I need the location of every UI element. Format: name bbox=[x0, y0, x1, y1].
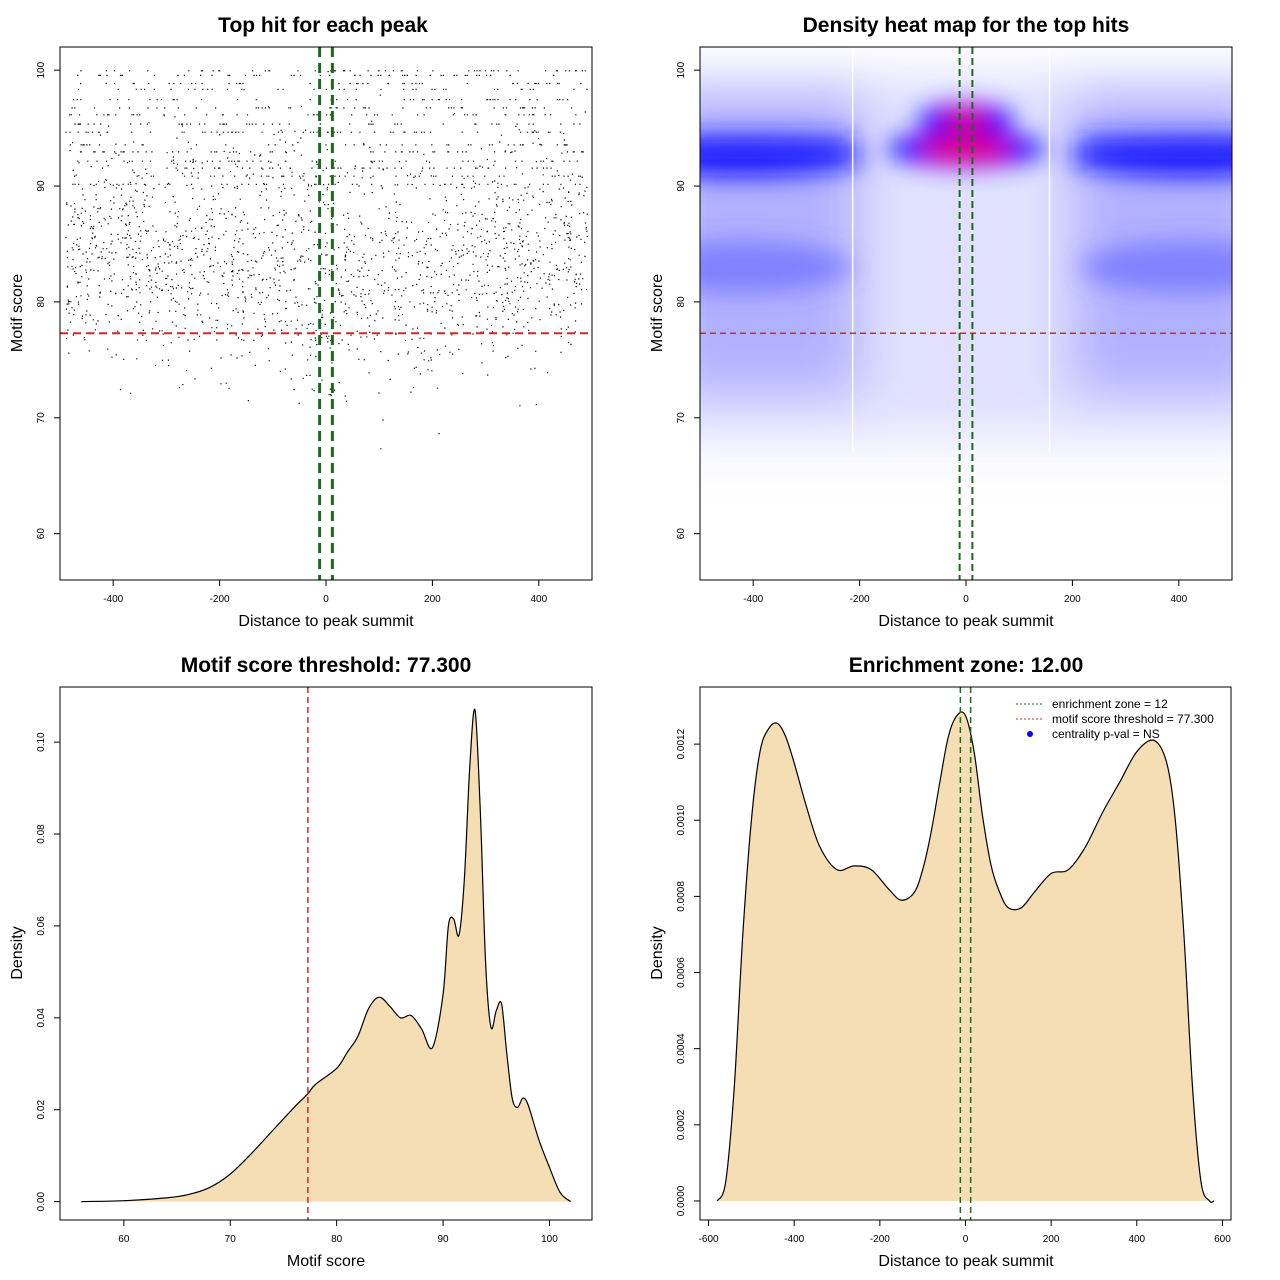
x-tick-label: -400 bbox=[743, 594, 763, 605]
score-density-y-axis: 0.00 0.02 0.04 0.06 0.08 0.10 bbox=[36, 732, 60, 1211]
y-tick-label: 60 bbox=[36, 528, 47, 540]
x-tick-label: -200 bbox=[870, 1234, 890, 1245]
scatter-points bbox=[65, 70, 588, 450]
heatmap-hotspot-core bbox=[942, 111, 990, 128]
y-tick-label: 90 bbox=[676, 180, 687, 192]
score-density-plot-frame bbox=[59, 686, 593, 1221]
scatter-y-label: Motif score bbox=[9, 274, 26, 352]
y-tick-label: 0.08 bbox=[36, 824, 47, 844]
density-curve-line bbox=[716, 711, 1215, 1203]
heatmap-band-left-dense bbox=[700, 133, 853, 168]
position-density-title: Enrichment zone: 12.00 bbox=[849, 654, 1084, 677]
position-density-y-axis: 0.0000 0.0002 0.0004 0.0006 0.0008 0.0010 0.00… bbox=[676, 728, 700, 1216]
legend-swatch-centrality bbox=[1027, 731, 1033, 737]
x-tick-label: -600 bbox=[699, 1234, 719, 1245]
score-density-curve bbox=[81, 687, 572, 1220]
density-curve-line bbox=[81, 708, 572, 1203]
y-tick-label: 60 bbox=[676, 528, 687, 540]
position-density-x-axis: -600 -400 -200 0 200 400 600 bbox=[699, 1220, 1231, 1245]
scatter-x-axis: -400 -200 0 200 400 bbox=[103, 580, 548, 605]
scatter-point-cloud bbox=[65, 70, 588, 450]
heatmap-x-axis: -400 -200 0 200 400 bbox=[743, 580, 1188, 605]
y-tick-label: 0.0012 bbox=[676, 728, 687, 759]
heatmap-reference-lines bbox=[700, 47, 1232, 580]
heatmap-hotspot-core bbox=[920, 138, 1012, 159]
score-density-x-axis: 60 70 80 90 100 bbox=[118, 1220, 558, 1245]
heatmap-y-label: Motif score bbox=[649, 274, 666, 352]
y-tick-label: 0.0002 bbox=[676, 1109, 687, 1140]
legend-label-threshold: motif score threshold = 77.300 bbox=[1052, 712, 1214, 726]
x-tick-label: 600 bbox=[1214, 1234, 1231, 1245]
position-density-x-label: Distance to peak summit bbox=[878, 1253, 1054, 1270]
y-tick-label: 0.0010 bbox=[676, 805, 687, 836]
scatter-reference-lines bbox=[60, 47, 592, 580]
position-density-panel: Enrichment zone: 12.00 -600 -400 -200 0 200 4… bbox=[649, 654, 1232, 1270]
y-tick-label: 0.06 bbox=[36, 916, 47, 936]
y-tick-label: 0.0006 bbox=[676, 957, 687, 988]
y-tick-label: 70 bbox=[36, 412, 47, 424]
heatmap-density bbox=[700, 47, 1232, 580]
y-tick-label: 0.04 bbox=[36, 1008, 47, 1028]
y-tick-label: 100 bbox=[36, 61, 47, 78]
heatmap-hotspot-layer bbox=[700, 103, 1232, 294]
x-tick-label: 90 bbox=[437, 1234, 449, 1245]
y-tick-label: 0.02 bbox=[36, 1100, 47, 1120]
scatter-x-label: Distance to peak summit bbox=[238, 613, 414, 630]
x-tick-label: 0 bbox=[323, 594, 329, 605]
heatmap-x-label: Distance to peak summit bbox=[878, 613, 1054, 630]
legend-label-zone: enrichment zone = 12 bbox=[1052, 697, 1168, 711]
position-density-y-label: Density bbox=[649, 926, 666, 979]
heatmap-y-axis: 60 70 80 90 100 bbox=[676, 61, 700, 539]
x-tick-label: 80 bbox=[331, 1234, 343, 1245]
x-tick-label: -400 bbox=[103, 594, 123, 605]
x-tick-label: 400 bbox=[1170, 594, 1187, 605]
scatter-y-axis: 60 70 80 90 100 bbox=[36, 61, 60, 539]
density-area-fill bbox=[717, 711, 1214, 1203]
x-tick-label: 0 bbox=[963, 1234, 969, 1245]
x-tick-label: -400 bbox=[784, 1234, 804, 1245]
x-tick-label: 400 bbox=[530, 594, 547, 605]
scatter-panel: Top hit for each peak -400 -200 0 200 400 60… bbox=[9, 14, 593, 630]
y-tick-label: 0.0000 bbox=[676, 1185, 687, 1216]
heatmap-title: Density heat map for the top hits bbox=[803, 14, 1130, 37]
y-tick-label: 0.0004 bbox=[676, 1033, 687, 1064]
x-tick-label: 200 bbox=[1043, 1234, 1060, 1245]
legend-label-centrality: centrality p-val = NS bbox=[1052, 727, 1160, 741]
scatter-title: Top hit for each peak bbox=[218, 14, 428, 37]
score-density-panel: Motif score threshold: 77.300 60 70 80 90 10… bbox=[9, 654, 593, 1270]
x-tick-label: 60 bbox=[118, 1234, 130, 1245]
y-tick-label: 0.0008 bbox=[676, 881, 687, 912]
y-tick-label: 80 bbox=[36, 296, 47, 308]
position-density-curve bbox=[716, 687, 1215, 1220]
x-tick-label: 400 bbox=[1128, 1234, 1145, 1245]
position-density-legend: enrichment zone = 12 motif score thresho… bbox=[1016, 697, 1214, 741]
x-tick-label: 70 bbox=[225, 1234, 237, 1245]
heatmap-band-top bbox=[700, 86, 1232, 99]
y-tick-label: 80 bbox=[676, 296, 687, 308]
x-tick-label: 100 bbox=[541, 1234, 558, 1245]
density-area-fill bbox=[81, 709, 571, 1202]
y-tick-label: 90 bbox=[36, 180, 47, 192]
x-tick-label: 0 bbox=[963, 594, 969, 605]
score-density-title: Motif score threshold: 77.300 bbox=[181, 654, 472, 677]
y-tick-label: 0.00 bbox=[36, 1191, 47, 1211]
score-density-y-label: Density bbox=[9, 926, 26, 979]
score-density-x-label: Motif score bbox=[287, 1253, 365, 1270]
y-tick-label: 100 bbox=[676, 61, 687, 78]
heatmap-hotspot-low bbox=[1079, 241, 1232, 294]
y-tick-label: 70 bbox=[676, 412, 687, 424]
heatmap-band-right-dense bbox=[1079, 133, 1232, 168]
x-tick-label: -200 bbox=[210, 594, 230, 605]
y-tick-label: 0.10 bbox=[36, 732, 47, 752]
heatmap-panel: Density heat map for the top hits -400 -2… bbox=[649, 14, 1233, 630]
x-tick-label: -200 bbox=[850, 594, 870, 605]
x-tick-label: 200 bbox=[1064, 594, 1081, 605]
heatmap-hotspot-low bbox=[700, 241, 853, 294]
x-tick-label: 200 bbox=[424, 594, 441, 605]
